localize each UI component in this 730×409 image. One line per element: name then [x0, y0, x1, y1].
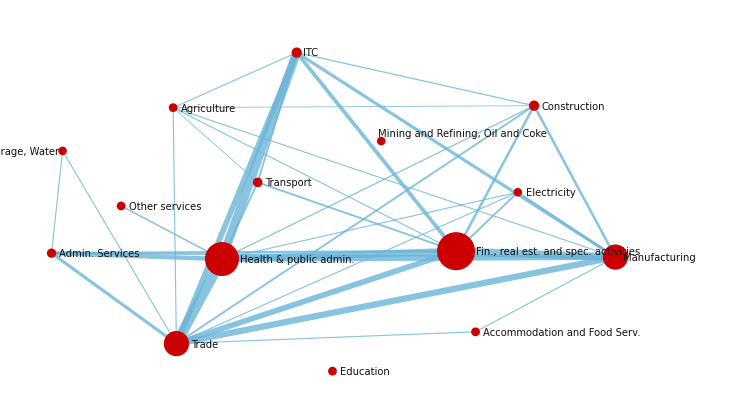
Text: Health & public admin.: Health & public admin. [240, 254, 355, 264]
Text: Other services: Other services [129, 202, 201, 211]
Point [216, 256, 228, 263]
Text: Sewerage, Water: Sewerage, Water [0, 146, 59, 157]
Text: Transport: Transport [266, 178, 312, 188]
Point [469, 329, 481, 335]
Point [291, 50, 302, 57]
Text: Agriculture: Agriculture [181, 103, 237, 113]
Point [167, 105, 179, 112]
Point [375, 139, 387, 145]
Point [46, 250, 58, 257]
Text: Education: Education [340, 366, 390, 376]
Point [57, 148, 69, 155]
Text: Mining and Refining, Oil and Coke: Mining and Refining, Oil and Coke [378, 129, 547, 139]
Text: Trade: Trade [191, 339, 218, 349]
Point [326, 368, 338, 375]
Text: Fin., real est. and spec. activities: Fin., real est. and spec. activities [475, 247, 639, 256]
Point [450, 248, 462, 255]
Point [115, 203, 127, 210]
Point [512, 189, 523, 196]
Text: Construction: Construction [542, 101, 605, 111]
Point [171, 341, 182, 347]
Point [610, 254, 621, 261]
Text: Manufacturing: Manufacturing [623, 252, 696, 263]
Text: Electricity: Electricity [526, 188, 575, 198]
Text: Accommodation and Food Serv.: Accommodation and Food Serv. [483, 327, 641, 337]
Text: ITC: ITC [303, 48, 318, 58]
Point [529, 103, 540, 110]
Text: Admin. Services: Admin. Services [59, 249, 140, 258]
Point [252, 180, 264, 186]
